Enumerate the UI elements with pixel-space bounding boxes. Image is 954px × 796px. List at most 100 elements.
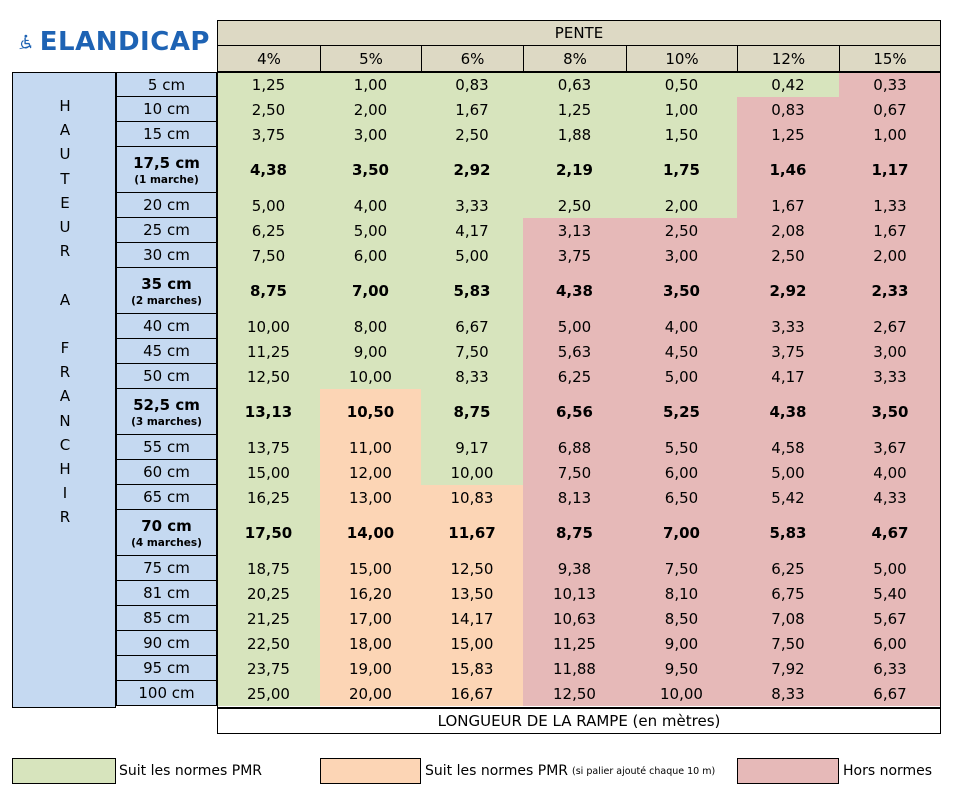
length-cell: 4,17	[737, 364, 839, 389]
length-cell: 5,00	[839, 556, 941, 581]
length-cell: 2,00	[839, 243, 941, 268]
length-cell: 5,40	[839, 581, 941, 606]
length-cell: 17,00	[320, 606, 421, 631]
length-cell: 5,83	[421, 268, 523, 314]
height-label: 52,5 cm (3 marches)	[116, 389, 217, 435]
slope-header: 10%	[626, 46, 738, 72]
height-label: 60 cm	[116, 460, 217, 485]
marche-count: (1 marche)	[134, 173, 199, 186]
length-cell: 15,00	[217, 460, 320, 485]
length-cell: 2,00	[320, 97, 421, 122]
length-cell: 3,33	[839, 364, 941, 389]
height-value: 70 cm	[141, 516, 192, 535]
length-cell: 20,25	[217, 581, 320, 606]
length-cell: 7,50	[523, 460, 626, 485]
height-label: 65 cm	[116, 485, 217, 510]
length-cell: 1,50	[626, 122, 737, 147]
length-cell: 4,00	[626, 314, 737, 339]
height-label: 85 cm	[116, 606, 217, 631]
length-cell: 21,25	[217, 606, 320, 631]
length-cell: 1,67	[421, 97, 523, 122]
length-cell: 10,00	[217, 314, 320, 339]
length-cell: 17,50	[217, 510, 320, 556]
height-label: 100 cm	[116, 681, 217, 706]
length-cell: 10,63	[523, 606, 626, 631]
height-value: 60 cm	[143, 463, 190, 481]
length-cell: 1,17	[839, 147, 941, 193]
length-cell: 5,00	[737, 460, 839, 485]
length-cell: 9,00	[626, 631, 737, 656]
length-cell: 5,00	[421, 243, 523, 268]
length-cell: 2,67	[839, 314, 941, 339]
length-cell: 3,50	[626, 268, 737, 314]
height-value: 45 cm	[143, 342, 190, 360]
height-value: 25 cm	[143, 221, 190, 239]
length-cell: 2,08	[737, 218, 839, 243]
slope-header: 6%	[421, 46, 524, 72]
length-cell: 2,50	[421, 122, 523, 147]
height-label: 20 cm	[116, 193, 217, 218]
pente-header: PENTE	[217, 20, 941, 46]
height-value: 95 cm	[143, 659, 190, 677]
length-cell: 6,75	[737, 581, 839, 606]
length-cell: 8,75	[523, 510, 626, 556]
length-cell: 3,00	[839, 339, 941, 364]
legend-swatch	[737, 758, 839, 784]
length-cell: 3,67	[839, 435, 941, 460]
length-cell: 1,00	[320, 72, 421, 97]
vertical-letter: R	[59, 363, 71, 382]
slope-header: 8%	[523, 46, 627, 72]
length-cell: 4,38	[217, 147, 320, 193]
height-label: 35 cm (2 marches)	[116, 268, 217, 314]
length-cell: 3,00	[626, 243, 737, 268]
length-cell: 0,42	[737, 72, 839, 97]
length-cell: 1,46	[737, 147, 839, 193]
height-value: 100 cm	[138, 684, 195, 702]
length-cell: 10,00	[626, 681, 737, 706]
length-cell: 14,17	[421, 606, 523, 631]
vertical-letter: F	[60, 339, 70, 357]
length-cell: 4,58	[737, 435, 839, 460]
height-value: 30 cm	[143, 246, 190, 264]
vertical-letter: R	[59, 242, 71, 261]
slope-header: 5%	[320, 46, 422, 72]
length-cell: 18,75	[217, 556, 320, 581]
vertical-letter: I	[62, 484, 68, 503]
vertical-letter: A	[59, 387, 71, 406]
height-label: 75 cm	[116, 556, 217, 581]
length-cell: 5,50	[626, 435, 737, 460]
length-cell: 11,25	[523, 631, 626, 656]
height-value: 75 cm	[143, 559, 190, 577]
length-cell: 6,67	[839, 681, 941, 706]
length-cell: 5,25	[626, 389, 737, 435]
length-cell: 3,33	[737, 314, 839, 339]
length-cell: 6,25	[523, 364, 626, 389]
length-cell: 5,42	[737, 485, 839, 510]
length-cell: 2,00	[626, 193, 737, 218]
vertical-letter: T	[60, 169, 70, 188]
length-cell: 12,50	[523, 681, 626, 706]
length-cell: 1,67	[839, 218, 941, 243]
length-cell: 5,00	[523, 314, 626, 339]
length-cell: 6,25	[737, 556, 839, 581]
length-cell: 10,50	[320, 389, 421, 435]
length-cell: 11,67	[421, 510, 523, 556]
length-cell: 7,50	[217, 243, 320, 268]
length-cell: 6,67	[421, 314, 523, 339]
length-cell: 6,88	[523, 435, 626, 460]
length-cell: 15,00	[421, 631, 523, 656]
length-cell: 11,88	[523, 656, 626, 681]
length-cell: 8,75	[217, 268, 320, 314]
height-label: 5 cm	[116, 72, 217, 97]
vertical-letter: U	[59, 218, 71, 236]
length-cell: 0,83	[737, 97, 839, 122]
length-cell: 0,33	[839, 72, 941, 97]
length-cell: 3,00	[320, 122, 421, 147]
length-cell: 4,00	[320, 193, 421, 218]
length-cell: 3,50	[320, 147, 421, 193]
length-cell: 5,63	[523, 339, 626, 364]
height-value: 81 cm	[143, 584, 190, 602]
length-cell: 16,20	[320, 581, 421, 606]
vertical-letter: H	[59, 97, 71, 115]
